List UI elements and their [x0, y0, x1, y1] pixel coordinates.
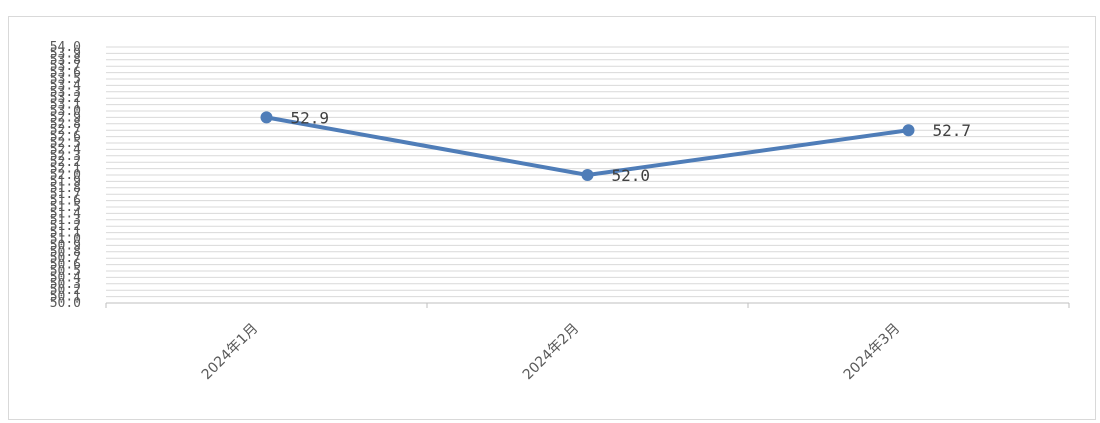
y-tick-label: 53.0: [50, 104, 81, 119]
x-tick-label: 2024年2月: [520, 321, 583, 384]
y-tick-label: 53.6: [50, 66, 81, 81]
y-tick-label: 51.4: [50, 206, 81, 221]
y-tick-label: 53.9: [50, 46, 81, 61]
data-label: 52.7: [933, 121, 972, 140]
series-line-path: [264, 115, 911, 177]
data-point: [260, 111, 273, 124]
data-point: [581, 169, 594, 181]
y-tick-label: 50.4: [50, 270, 81, 285]
data-labels: 52.9 52.0 52.7: [291, 108, 972, 185]
chart-frame: 50.0 50.1 50.2 50.3 50.4 50.5 50.6 50.7 50.8 50.9…: [8, 16, 1096, 420]
y-tick-label: 51.7: [50, 187, 81, 202]
y-tick-label: 50.3: [50, 277, 81, 292]
y-tick-label: 50.1: [50, 290, 81, 305]
y-tick-label: 52.5: [50, 136, 81, 151]
y-tick-label: 52.6: [50, 130, 81, 145]
y-tick-label: 53.7: [50, 59, 81, 74]
y-tick-label: 53.1: [50, 98, 81, 113]
y-tick-label: 53.8: [50, 53, 81, 68]
y-tick-label: 52.9: [50, 110, 81, 125]
data-label: 52.0: [612, 166, 651, 185]
y-tick-label: 52.3: [50, 149, 81, 164]
y-tick-label: 50.0: [50, 296, 81, 311]
y-tick-label: 50.8: [50, 245, 81, 260]
y-tick-label: 53.4: [50, 78, 81, 93]
series-line: [260, 111, 915, 181]
y-tick-label: 54.0: [50, 40, 81, 55]
y-tick-label: 51.0: [50, 232, 81, 247]
y-tick-label: 51.2: [50, 219, 81, 234]
data-point: [902, 124, 915, 137]
y-tick-label: 52.2: [50, 155, 81, 170]
y-tick-label: 52.4: [50, 142, 81, 157]
y-tick-label: 53.3: [50, 85, 81, 100]
y-tick-label: 50.5: [50, 264, 81, 279]
y-tick-label: 51.1: [50, 226, 81, 241]
y-tick-label: 50.7: [50, 251, 81, 266]
y-tick-label: 53.5: [50, 72, 81, 87]
y-tick-label: 51.8: [50, 181, 81, 196]
x-tick-label: 2024年1月: [199, 321, 262, 384]
data-label: 52.9: [291, 108, 330, 127]
y-axis-tick-labels: 50.050.150.250.350.450.550.650.750.850.9…: [50, 40, 81, 311]
y-tick-label: 50.6: [50, 258, 81, 273]
y-tick-label: 51.9: [50, 174, 81, 189]
y-tick-label: 51.5: [50, 200, 81, 215]
y-tick-label: 52.8: [50, 117, 81, 132]
y-tick-label: 53.2: [50, 91, 81, 106]
gridlines: [106, 46, 1069, 304]
y-tick-label: 52.7: [50, 123, 81, 138]
x-axis: 2024年1月 2024年2月 2024年3月: [105, 302, 1070, 384]
y-tick-label: 52.1: [50, 162, 81, 177]
y-tick-label: 50.9: [50, 238, 81, 253]
line-chart: 50.050.150.250.350.450.550.650.750.850.9…: [50, 40, 1070, 384]
y-tick-label: 51.3: [50, 213, 81, 228]
x-tick-label: 2024年3月: [841, 321, 904, 384]
y-tick-label: 52.0: [50, 168, 81, 183]
y-tick-label: 51.6: [50, 194, 81, 209]
y-tick-label: 50.2: [50, 283, 81, 298]
